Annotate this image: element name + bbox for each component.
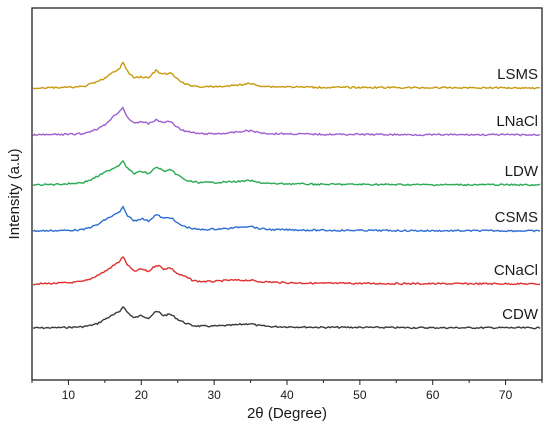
x-axis-label: 2θ (Degree)	[247, 405, 327, 422]
series-layer	[32, 61, 541, 330]
x-tick-label: 40	[280, 388, 294, 402]
x-tick-label: 70	[499, 388, 513, 402]
series-label-lnacl: LNaCl	[496, 113, 538, 130]
series-line-cdw	[32, 306, 541, 330]
plot-frame	[31, 7, 543, 381]
series-label-cnacl: CNaCl	[494, 262, 538, 279]
series-line-lnacl	[32, 106, 541, 137]
y-axis-label: Intensity (a.u)	[6, 149, 23, 240]
series-label-layer: CDW CNaCl CSMS LDW LNaCl LSMS	[494, 66, 539, 323]
series-label-ldw: LDW	[505, 163, 539, 180]
x-tick-label: 20	[135, 388, 149, 402]
series-line-ldw	[32, 159, 541, 187]
x-tick-label: 60	[426, 388, 440, 402]
series-line-cnacl	[32, 256, 540, 286]
series-label-lsms: LSMS	[497, 66, 538, 83]
x-tick-label: 30	[207, 388, 221, 402]
series-line-lsms	[32, 61, 541, 90]
x-tick-label: 50	[353, 388, 367, 402]
x-tick-label: 10	[62, 388, 76, 402]
x-axis: 10 20 30 40 50 60 70	[31, 380, 543, 402]
series-line-csms	[32, 205, 541, 233]
series-label-cdw: CDW	[502, 306, 539, 323]
series-label-csms: CSMS	[495, 209, 538, 226]
